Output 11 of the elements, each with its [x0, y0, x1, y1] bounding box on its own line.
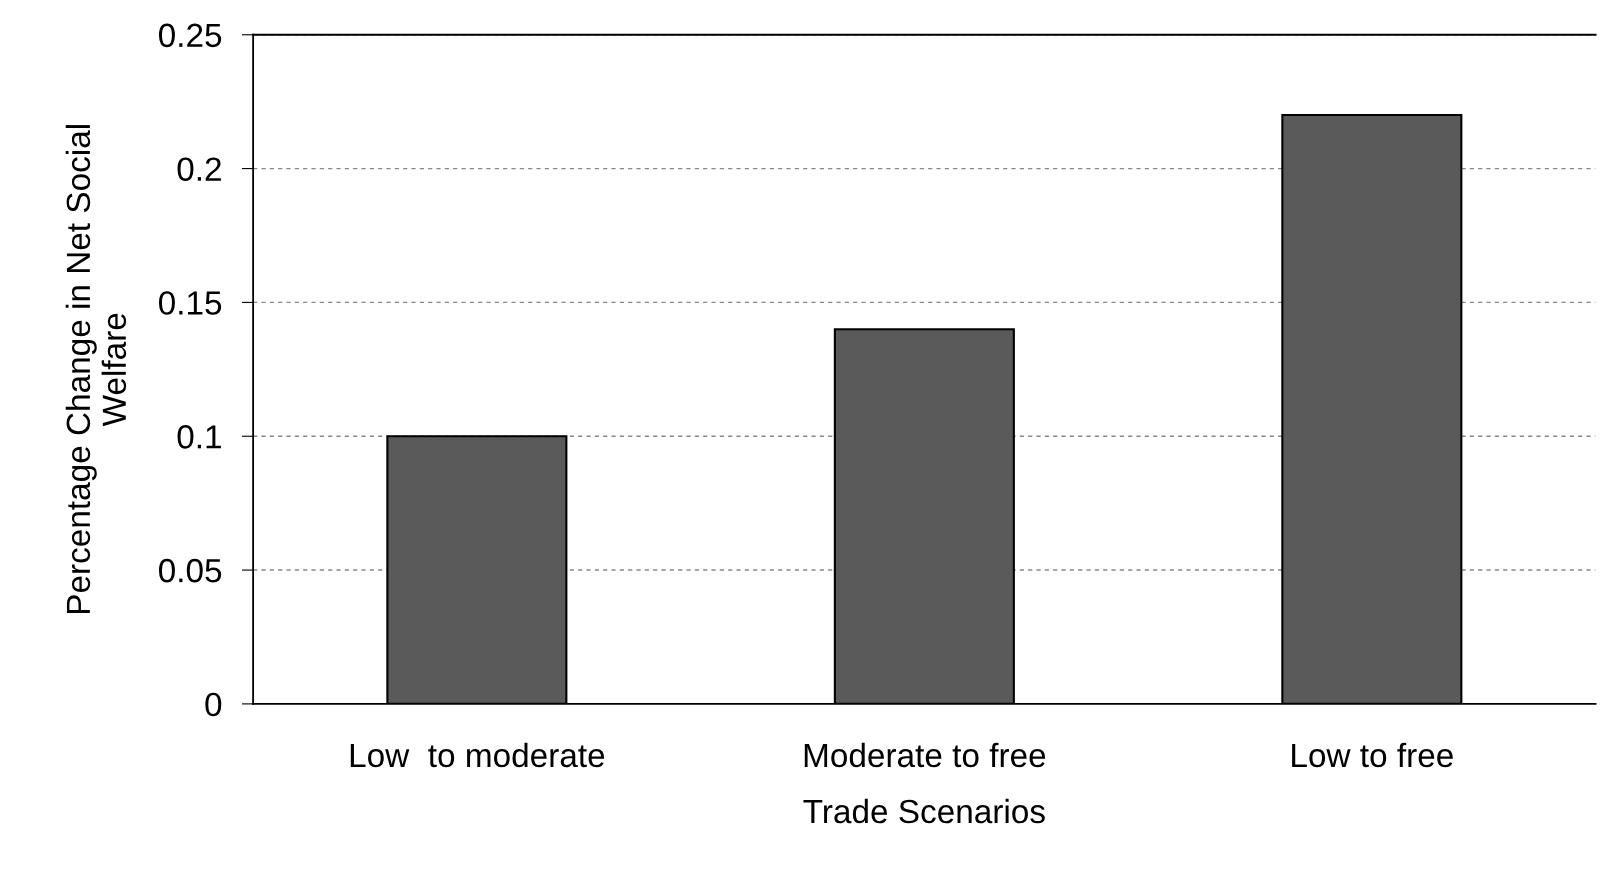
x-axis-title: Trade Scenarios [803, 798, 1045, 824]
x-tick-label: Low to moderate [350, 742, 605, 768]
x-tick-label: Low to free [1292, 742, 1453, 768]
y-tick-label: 0.1 [177, 425, 221, 449]
y-tick-label: 0.2 [177, 157, 221, 181]
y-axis-title: Percentage Change in Net Social Welfare [65, 125, 127, 614]
y-tick-label: 0 [205, 692, 222, 717]
y-tick-label: 0.25 [158, 23, 222, 48]
x-tick-label: Moderate to free [804, 742, 1046, 768]
y-tick-label: 0.15 [158, 291, 222, 315]
y-tick-label: 0.05 [158, 558, 222, 583]
